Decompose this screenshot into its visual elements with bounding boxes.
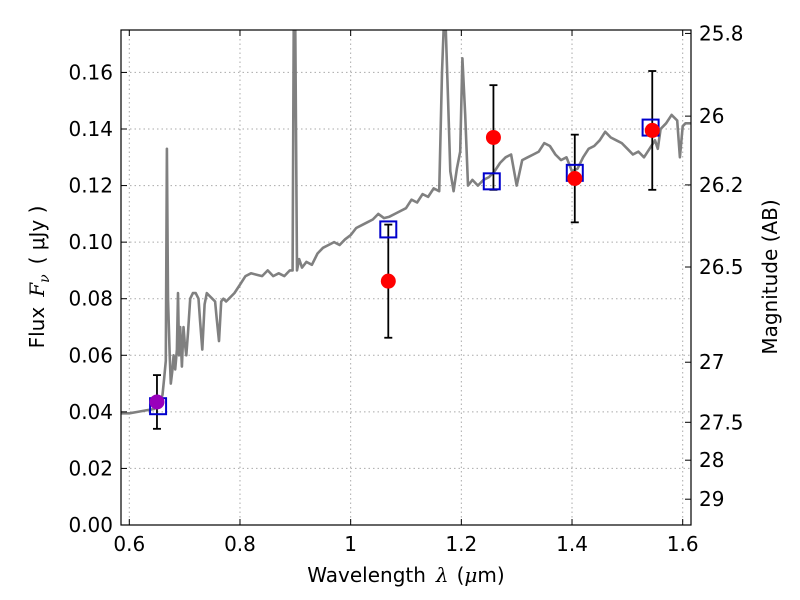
y-axis-label-symbol: F bbox=[25, 282, 49, 298]
plot-frame bbox=[120, 29, 692, 526]
model-point-marker bbox=[482, 172, 501, 191]
y-tick-label: 0.08 bbox=[68, 287, 113, 311]
x-tick-label: 0.8 bbox=[224, 532, 256, 556]
y2-tick-label: 26 bbox=[699, 104, 724, 128]
y-tick-label: 0.16 bbox=[68, 60, 113, 84]
model-spectrum-line bbox=[121, 30, 691, 415]
y2-tick-label: 29 bbox=[699, 487, 724, 511]
x-axis-label-prefix: Wavelength bbox=[307, 563, 426, 587]
y2-tick-label: 26.2 bbox=[699, 173, 744, 197]
error-bars bbox=[152, 70, 657, 430]
y-tick-label: 0.14 bbox=[68, 117, 113, 141]
spectrum-layer bbox=[121, 30, 691, 415]
observed-point-marker bbox=[380, 273, 396, 289]
y-tick-label: 0.00 bbox=[68, 513, 113, 537]
observed-point-marker bbox=[567, 171, 583, 186]
y-tick-label: 0.10 bbox=[68, 230, 113, 254]
model-point-marker bbox=[379, 220, 398, 239]
y-axis-label-unit: ( μJy ) bbox=[25, 206, 49, 265]
y2-tick-label: 27.5 bbox=[699, 410, 744, 434]
y2-tick-label: 26.5 bbox=[699, 255, 744, 279]
x-tick-label: 0.6 bbox=[113, 532, 145, 556]
grid-lines bbox=[121, 30, 691, 526]
x-tick-label: 1.4 bbox=[556, 532, 588, 556]
y2-axis-label: Magnitude (AB) bbox=[758, 199, 782, 354]
x-tick-label: 1.2 bbox=[445, 532, 477, 556]
x-axis-label-unit-mu: μ bbox=[464, 563, 477, 587]
y-tick-label: 0.06 bbox=[68, 343, 113, 367]
x-tick-label: 1 bbox=[344, 532, 357, 556]
y2-tick-label: 27 bbox=[699, 350, 724, 374]
y-tick-label: 0.02 bbox=[68, 456, 113, 480]
x-tick-label: 1.6 bbox=[667, 532, 699, 556]
axes: 0.6 0.8 1 1.2 1.4 1.6 0.00 0.02 0.04 0.06 0.08 0.10… bbox=[68, 21, 743, 556]
x-axis-label: Wavelength λ (μm) bbox=[307, 563, 504, 587]
y2-tick-label: 25.8 bbox=[699, 21, 744, 45]
y-axis-label-subscript: ν bbox=[37, 274, 53, 283]
y-tick-label: 0.12 bbox=[68, 174, 113, 198]
data-markers bbox=[149, 118, 660, 416]
y-tick-label: 0.04 bbox=[68, 400, 113, 424]
y-axis-label-prefix: Flux bbox=[25, 307, 49, 349]
x-axis-label-unit-rest: m) bbox=[477, 563, 504, 587]
x-axis-label-symbol: λ bbox=[435, 563, 449, 587]
y2-tick-label: 28 bbox=[699, 448, 724, 472]
y-axis-label: Flux Fν ( μJy ) bbox=[25, 206, 53, 349]
observed-point-marker bbox=[485, 129, 501, 145]
x-axis-label-unit-open: ( bbox=[457, 563, 465, 587]
observed-point-marker bbox=[644, 122, 660, 138]
observed-point-marker bbox=[149, 394, 165, 410]
